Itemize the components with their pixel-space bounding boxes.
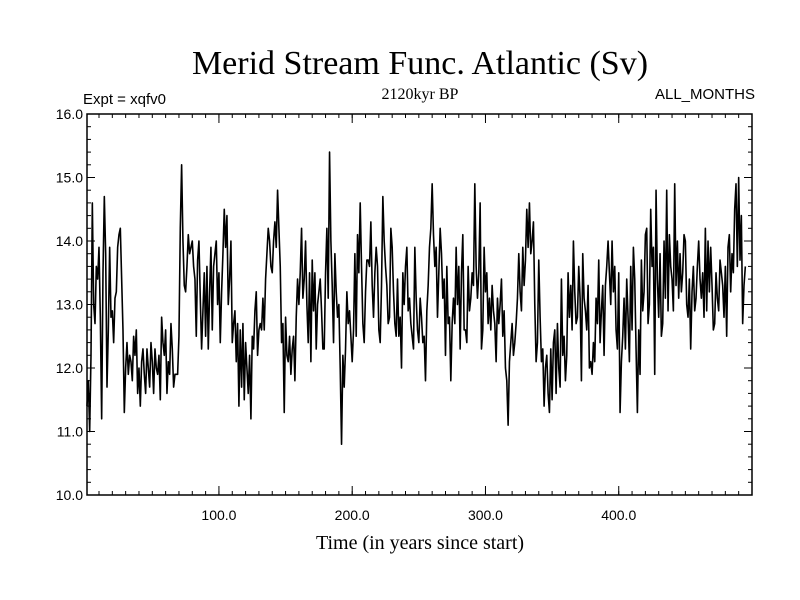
y-tick-label: 11.0 [57, 424, 83, 440]
x-tick-label: 400.0 [601, 507, 636, 523]
y-tick-label: 15.0 [56, 170, 83, 186]
chart-title: Merid Stream Func. Atlantic (Sv) [192, 45, 648, 82]
chart-subtitle: 2120kyr BP [382, 86, 459, 103]
months-label: ALL_MONTHS [655, 86, 755, 103]
series-line [86, 151, 747, 445]
y-tick-label: 14.0 [56, 233, 83, 249]
y-tick-label: 12.0 [56, 360, 83, 376]
experiment-label: Expt = xqfv0 [83, 91, 166, 108]
y-tick-label: 13.0 [56, 297, 83, 313]
x-axis-label: Time (in years since start) [316, 532, 524, 554]
x-tick-label: 300.0 [468, 507, 503, 523]
y-tick-label: 10.0 [56, 487, 83, 503]
plot-frame [86, 113, 753, 496]
x-tick-label: 200.0 [335, 507, 370, 523]
x-tick-label: 100.0 [201, 507, 236, 523]
y-tick-label: 16.0 [56, 106, 83, 122]
